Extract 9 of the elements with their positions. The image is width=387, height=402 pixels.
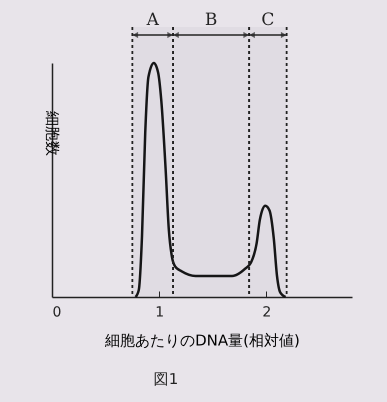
y-axis-title: 細胞数 (44, 110, 62, 156)
x-tick-label: 1 (155, 304, 164, 320)
caption: 図1 (154, 370, 178, 388)
x-tick-label: 2 (262, 304, 272, 320)
band-label: B (204, 10, 218, 30)
band-label: A (146, 10, 160, 30)
x-axis-title: 細胞あたりのDNA量(相対値) (104, 332, 300, 350)
x-tick-label: 0 (52, 304, 62, 320)
band-label: C (261, 10, 274, 30)
